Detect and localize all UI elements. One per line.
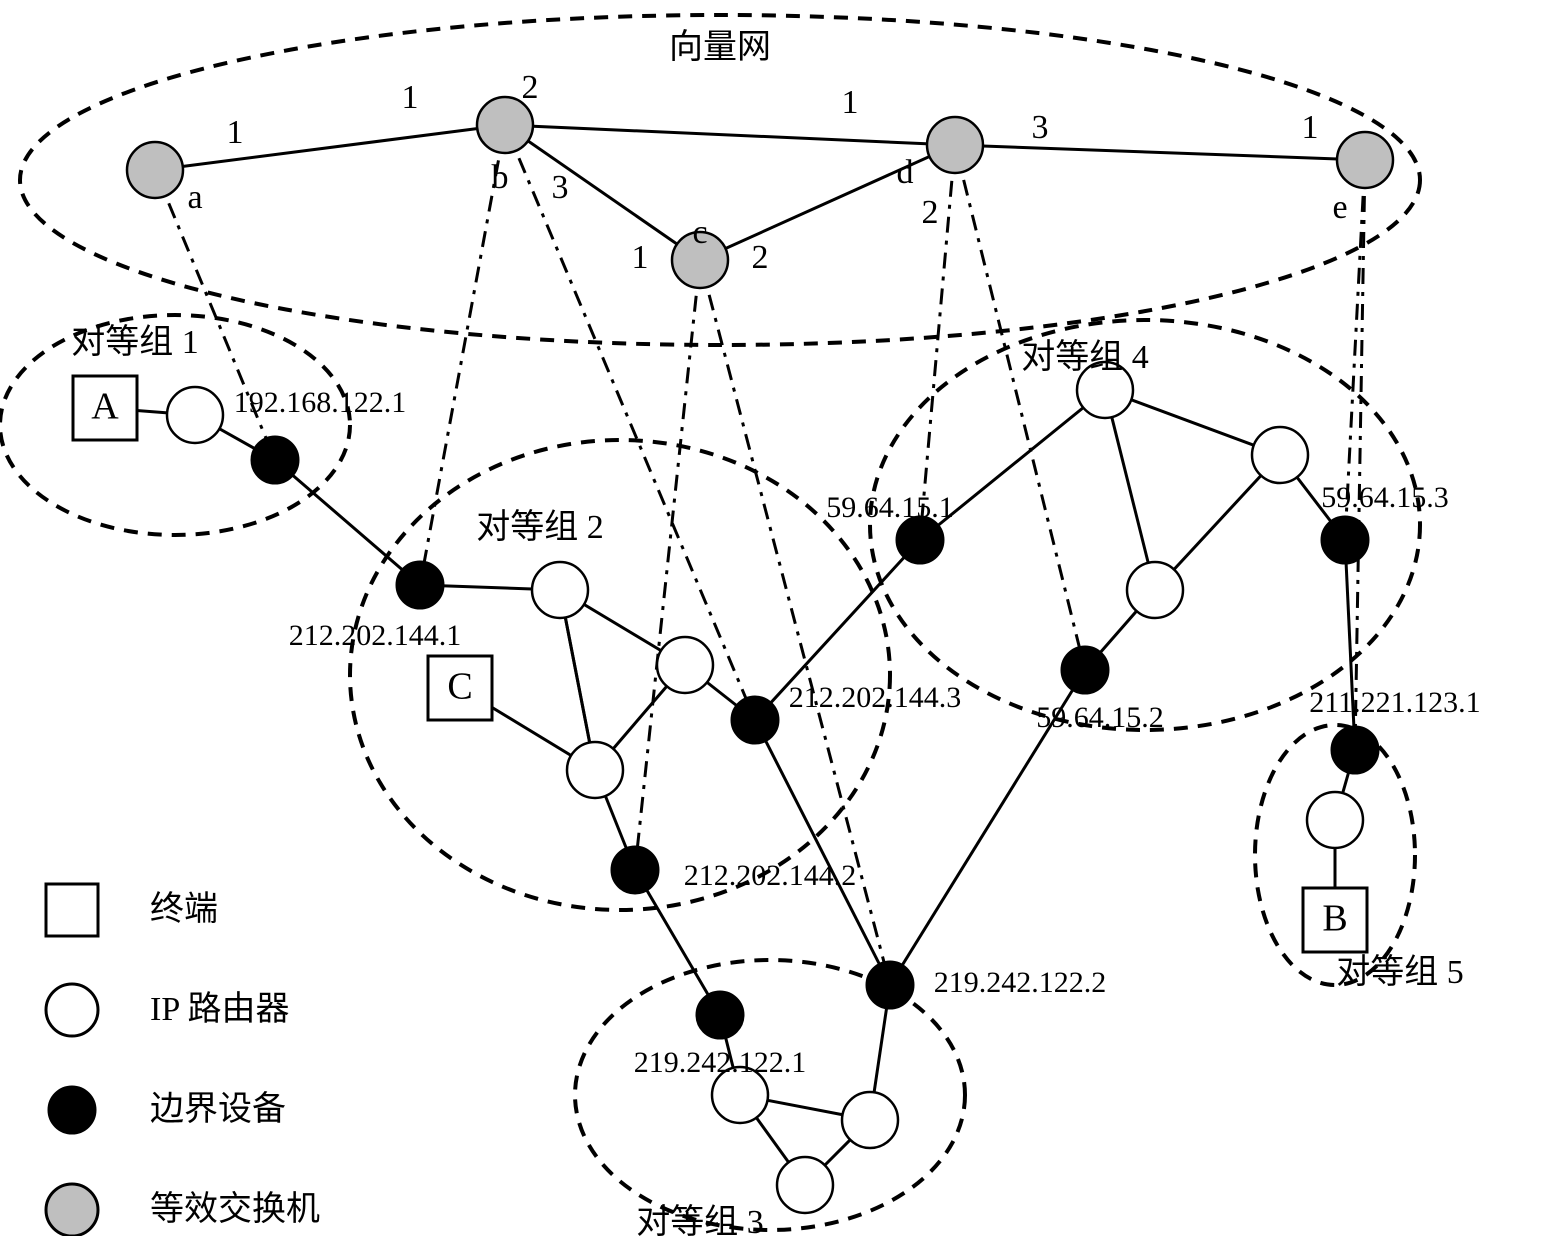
port-label: 2: [922, 194, 939, 231]
edge-device: [396, 561, 444, 609]
ip-label: 212.202.144.2: [684, 859, 857, 892]
edge-device: [1061, 646, 1109, 694]
ip-router: [842, 1092, 898, 1148]
switch-edge: [155, 125, 505, 170]
port-label: 3: [552, 169, 569, 206]
edge-device: [696, 991, 744, 1039]
terminal-label-C: C: [447, 666, 472, 708]
ip-label: 219.242.122.1: [634, 1046, 807, 1079]
switch-a: [127, 142, 183, 198]
ip-label: 59.64.15.1: [826, 491, 954, 524]
switch-label-e: e: [1332, 189, 1347, 226]
port-label: 1: [632, 239, 649, 276]
port-label: 1: [227, 114, 244, 151]
edge-device: [251, 436, 299, 484]
map-line: [955, 145, 1085, 670]
ip-router: [777, 1157, 833, 1213]
ip-router: [567, 742, 623, 798]
switch-label-d: d: [897, 154, 914, 191]
peer-group-label-3: 对等组 3: [636, 1203, 764, 1236]
legend-ip-icon: [46, 984, 98, 1036]
port-label: 3: [1032, 109, 1049, 146]
edge-device: [866, 961, 914, 1009]
ip-label: 212.202.144.3: [789, 681, 962, 714]
network-diagram: 对等组 1对等组 2对等组 3对等组 4对等组 51131212231abcde…: [0, 0, 1542, 1236]
legend-switch-icon: [46, 1184, 98, 1236]
ip-label: 211.221.123.1: [1309, 686, 1480, 719]
peer-group-label-5: 对等组 5: [1336, 953, 1464, 991]
port-label: 2: [752, 239, 769, 276]
switch-edge: [955, 145, 1365, 160]
ip-router: [1307, 792, 1363, 848]
switch-edge: [700, 145, 955, 260]
edge-device: [611, 846, 659, 894]
ip-router: [532, 562, 588, 618]
terminal-label-B: B: [1322, 898, 1347, 940]
port-label: 1: [402, 79, 419, 116]
legend-label: IP 路由器: [150, 990, 289, 1028]
ip-router: [1127, 562, 1183, 618]
port-label: 2: [522, 69, 539, 106]
switch-edge: [505, 125, 955, 145]
edge: [275, 460, 420, 585]
switch-label-b: b: [492, 159, 509, 196]
peer-group-label-1: 对等组 1: [71, 323, 199, 361]
port-label: 1: [1302, 109, 1319, 146]
labels: 对等组 1对等组 2对等组 3对等组 4对等组 51131212231abcde…: [71, 69, 1480, 1236]
edge-device: [1331, 726, 1379, 774]
legend-label: 等效交换机: [150, 1190, 320, 1228]
peer-group-label-4: 对等组 4: [1021, 338, 1149, 376]
edge-device: [1321, 516, 1369, 564]
ip-label: 192.168.122.1: [234, 386, 407, 419]
peer-group-label-2: 对等组 2: [476, 508, 604, 546]
ip-router: [657, 637, 713, 693]
legend-terminal-icon: [46, 884, 98, 936]
switch-label-c: c: [692, 214, 707, 251]
ip-router: [1252, 427, 1308, 483]
switch-d: [927, 117, 983, 173]
switch-e: [1337, 132, 1393, 188]
edge: [1105, 390, 1155, 590]
ip-label: 219.242.122.2: [934, 966, 1107, 999]
edge-device: [731, 696, 779, 744]
legend: 终端 IP 路由器边界设备等效交换机: [46, 884, 320, 1236]
switch-label-a: a: [187, 179, 202, 216]
ip-label: 59.64.15.2: [1036, 701, 1164, 734]
legend-label: 终端: [150, 890, 218, 928]
terminal-label-A: A: [91, 386, 119, 428]
title: 向量网: [669, 28, 771, 66]
ip-router: [167, 387, 223, 443]
legend-edge-icon: [48, 1086, 96, 1134]
port-label: 1: [842, 84, 859, 121]
ip-label: 59.64.15.3: [1321, 481, 1449, 514]
legend-label: 边界设备: [150, 1090, 286, 1128]
edge: [755, 720, 890, 985]
ip-label: 212.202.144.1: [289, 619, 462, 652]
